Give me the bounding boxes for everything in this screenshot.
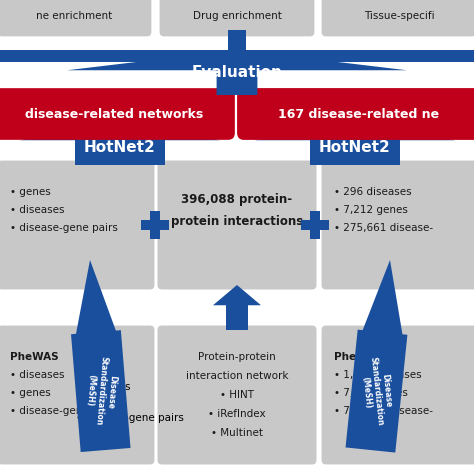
Text: • diseases: • diseases bbox=[10, 370, 64, 380]
Text: PheWAS: PheWAS bbox=[10, 352, 59, 362]
Text: interaction network: interaction network bbox=[186, 371, 288, 381]
Text: • Multinet: • Multinet bbox=[211, 428, 263, 438]
Text: 396,088 protein-: 396,088 protein- bbox=[182, 193, 292, 206]
Text: Disease
Standardization
(MeSH): Disease Standardization (MeSH) bbox=[358, 355, 395, 427]
Text: • 275,661 disease-: • 275,661 disease- bbox=[334, 223, 433, 233]
Bar bbox=[228, 30, 246, 50]
FancyBboxPatch shape bbox=[0, 0, 151, 36]
Text: • genes: • genes bbox=[10, 187, 51, 197]
FancyBboxPatch shape bbox=[321, 326, 474, 465]
Text: Disease
Standardization
(MeSH): Disease Standardization (MeSH) bbox=[83, 356, 118, 427]
Text: • 1,354 diseases: • 1,354 diseases bbox=[334, 370, 422, 380]
Text: • 7,213 genes: • 7,213 genes bbox=[334, 388, 408, 398]
Polygon shape bbox=[213, 285, 261, 330]
Bar bbox=[310, 211, 320, 239]
Text: disease-related networks: disease-related networks bbox=[25, 108, 203, 120]
FancyBboxPatch shape bbox=[0, 88, 235, 140]
Text: • disease-gene pairs: • disease-gene pairs bbox=[10, 406, 118, 416]
FancyBboxPatch shape bbox=[160, 0, 314, 36]
Text: • 7,212 genes: • 7,212 genes bbox=[334, 205, 408, 215]
FancyBboxPatch shape bbox=[0, 161, 155, 290]
Text: HotNet2: HotNet2 bbox=[84, 140, 156, 155]
Text: • disease-gene pairs: • disease-gene pairs bbox=[76, 413, 184, 423]
FancyBboxPatch shape bbox=[0, 326, 155, 465]
Polygon shape bbox=[346, 260, 408, 453]
Text: • diseases: • diseases bbox=[76, 382, 130, 392]
Polygon shape bbox=[20, 120, 220, 165]
FancyBboxPatch shape bbox=[157, 161, 317, 290]
FancyBboxPatch shape bbox=[322, 0, 474, 36]
Text: • 296 diseases: • 296 diseases bbox=[334, 187, 411, 197]
Text: Protein-protein: Protein-protein bbox=[198, 352, 276, 362]
Polygon shape bbox=[67, 50, 407, 95]
FancyBboxPatch shape bbox=[157, 326, 317, 465]
Polygon shape bbox=[255, 120, 455, 165]
Text: • iRefIndex: • iRefIndex bbox=[208, 409, 266, 419]
Bar bbox=[141, 219, 169, 230]
Text: • 720,481 disease-: • 720,481 disease- bbox=[334, 406, 433, 416]
Text: PheWAS: PheWAS bbox=[76, 366, 125, 376]
Polygon shape bbox=[71, 260, 130, 452]
Text: HotNet2: HotNet2 bbox=[319, 140, 391, 155]
Bar bbox=[301, 219, 329, 230]
Text: Evaluation: Evaluation bbox=[191, 65, 283, 80]
Text: PheWAS: PheWAS bbox=[334, 352, 383, 362]
Text: • disease-gene pairs: • disease-gene pairs bbox=[10, 223, 118, 233]
Text: • HINT: • HINT bbox=[220, 390, 254, 400]
FancyBboxPatch shape bbox=[321, 161, 474, 290]
Text: • diseases: • diseases bbox=[10, 205, 64, 215]
Text: • genes: • genes bbox=[76, 398, 117, 408]
Text: Tissue-specifi: Tissue-specifi bbox=[364, 11, 434, 21]
Bar bbox=[0, 50, 474, 62]
Text: 167 disease-related ne: 167 disease-related ne bbox=[278, 108, 439, 120]
FancyBboxPatch shape bbox=[237, 88, 474, 140]
Bar bbox=[150, 211, 160, 239]
Text: Drug enrichment: Drug enrichment bbox=[192, 11, 282, 21]
Text: ne enrichment: ne enrichment bbox=[36, 11, 113, 21]
Text: • genes: • genes bbox=[10, 388, 51, 398]
Text: protein interactions: protein interactions bbox=[171, 215, 303, 228]
